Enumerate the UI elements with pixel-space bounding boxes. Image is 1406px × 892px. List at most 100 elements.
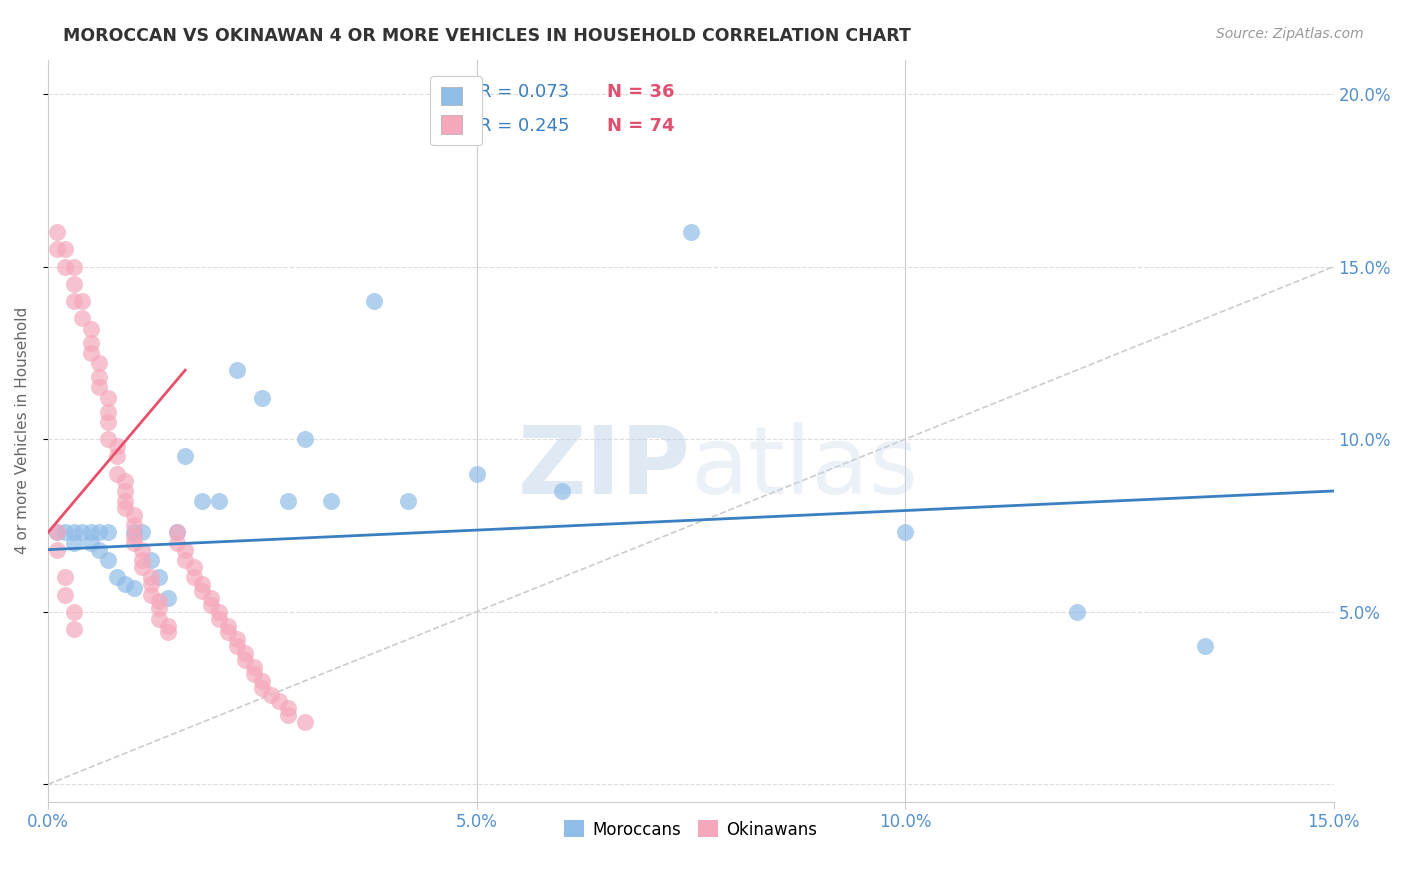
Point — [139, 577, 162, 591]
Point — [294, 715, 316, 730]
Point — [191, 577, 214, 591]
Point — [62, 525, 84, 540]
Point — [45, 542, 67, 557]
Point — [183, 570, 205, 584]
Point — [148, 594, 170, 608]
Point — [53, 243, 76, 257]
Point — [105, 439, 128, 453]
Point — [148, 601, 170, 615]
Point — [551, 483, 574, 498]
Point — [183, 560, 205, 574]
Point — [277, 708, 299, 723]
Point — [122, 508, 145, 523]
Point — [294, 432, 316, 446]
Text: atlas: atlas — [690, 422, 920, 514]
Point — [233, 653, 256, 667]
Point — [105, 570, 128, 584]
Point — [157, 625, 180, 640]
Point — [122, 525, 145, 540]
Point — [217, 618, 239, 632]
Point — [122, 518, 145, 533]
Point — [114, 474, 136, 488]
Point — [53, 525, 76, 540]
Point — [89, 525, 111, 540]
Point — [80, 346, 103, 360]
Point — [166, 535, 188, 549]
Point — [80, 535, 103, 549]
Point — [62, 605, 84, 619]
Point — [277, 494, 299, 508]
Point — [217, 625, 239, 640]
Point — [97, 525, 120, 540]
Y-axis label: 4 or more Vehicles in Household: 4 or more Vehicles in Household — [15, 307, 30, 554]
Point — [252, 673, 274, 688]
Point — [252, 681, 274, 695]
Point — [1194, 640, 1216, 654]
Point — [139, 570, 162, 584]
Text: R = 0.073: R = 0.073 — [478, 83, 569, 102]
Text: ZIP: ZIP — [517, 422, 690, 514]
Point — [139, 553, 162, 567]
Point — [208, 494, 231, 508]
Point — [53, 587, 76, 601]
Point — [1066, 605, 1088, 619]
Point — [114, 577, 136, 591]
Point — [131, 560, 153, 574]
Text: Source: ZipAtlas.com: Source: ZipAtlas.com — [1216, 27, 1364, 41]
Point — [53, 570, 76, 584]
Point — [122, 529, 145, 543]
Point — [319, 494, 342, 508]
Point — [97, 404, 120, 418]
Point — [465, 467, 488, 481]
Point — [62, 535, 84, 549]
Point — [45, 525, 67, 540]
Point — [97, 553, 120, 567]
Point — [114, 494, 136, 508]
Point — [80, 322, 103, 336]
Point — [277, 701, 299, 715]
Point — [200, 598, 222, 612]
Point — [62, 622, 84, 636]
Point — [45, 225, 67, 239]
Point — [242, 666, 264, 681]
Point — [363, 294, 385, 309]
Point — [233, 646, 256, 660]
Text: MOROCCAN VS OKINAWAN 4 OR MORE VEHICLES IN HOUSEHOLD CORRELATION CHART: MOROCCAN VS OKINAWAN 4 OR MORE VEHICLES … — [63, 27, 911, 45]
Point — [62, 260, 84, 274]
Point — [97, 432, 120, 446]
Point — [157, 591, 180, 605]
Point — [45, 525, 67, 540]
Point — [97, 415, 120, 429]
Point — [225, 640, 247, 654]
Point — [122, 535, 145, 549]
Point — [174, 542, 197, 557]
Point — [122, 581, 145, 595]
Point — [148, 570, 170, 584]
Point — [72, 525, 94, 540]
Point — [396, 494, 419, 508]
Point — [89, 370, 111, 384]
Point — [89, 542, 111, 557]
Text: R = 0.245: R = 0.245 — [478, 118, 569, 136]
Point — [62, 294, 84, 309]
Point — [148, 612, 170, 626]
Point — [200, 591, 222, 605]
Point — [225, 632, 247, 647]
Point — [894, 525, 917, 540]
Point — [208, 612, 231, 626]
Point — [53, 260, 76, 274]
Point — [105, 467, 128, 481]
Point — [89, 356, 111, 370]
Point — [131, 525, 153, 540]
Legend: Moroccans, Okinawans: Moroccans, Okinawans — [558, 814, 824, 846]
Point — [242, 660, 264, 674]
Point — [89, 380, 111, 394]
Point — [269, 694, 291, 708]
Point — [191, 584, 214, 599]
Point — [72, 294, 94, 309]
Point — [114, 483, 136, 498]
Point — [225, 363, 247, 377]
Point — [139, 587, 162, 601]
Point — [174, 450, 197, 464]
Point — [157, 618, 180, 632]
